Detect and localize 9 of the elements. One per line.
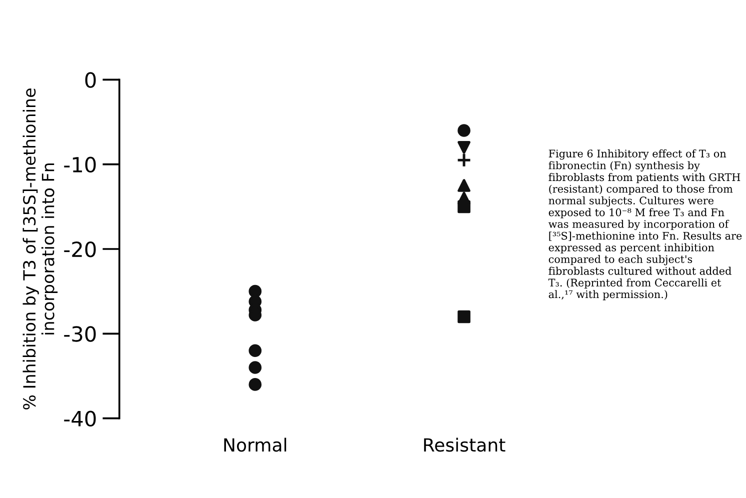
x-tick-label: Resistant (424, 438, 506, 452)
y-axis-title: % Inhibition by T3 of [35S]-methionine incorporation into Fn (22, 88, 58, 410)
y-tick-label: -30 (64, 326, 96, 342)
y-tick-label: -20 (64, 241, 96, 258)
y-tick-label: 0 (85, 72, 96, 88)
text: Figure 6 Inhibitory effect of T₃ on fibronectin (Fn) synthesis by fibroblasts from patients with GRTH (resistant) compared to those from normal subjects. Cultures were exposed to 10⁻⁸ M free T₃ and Fn was measured by incorporation of [³⁵S]-methionine into Fn. Results are expressed as percent inhibition compared to each subject's fibroblasts cultured without added T₃. (Reprinted from Ceccarelli et al.,¹⁷ with permission.) (548, 149, 742, 300)
y-tick-label: -10 (64, 156, 96, 173)
x-tick-label: Normal (224, 438, 286, 452)
y-tick-label: -40 (64, 410, 96, 427)
